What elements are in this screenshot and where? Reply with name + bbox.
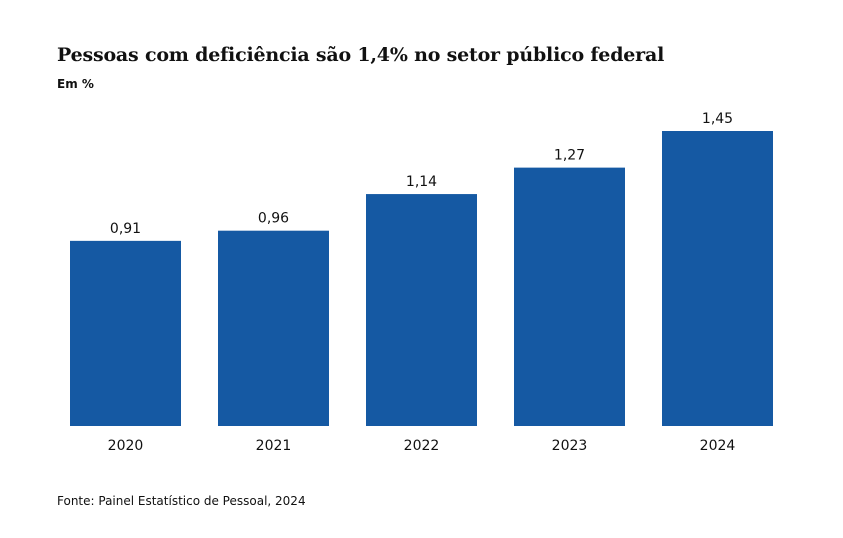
x-tick-label-2021: 2021 <box>256 438 292 454</box>
bar-value-label-2023: 1,27 <box>554 148 585 164</box>
bar-2023 <box>514 167 625 426</box>
bar-value-label-2024: 1,45 <box>702 111 733 127</box>
chart-subtitle: Em % <box>57 77 94 91</box>
bar-value-label-2020: 0,91 <box>110 221 141 237</box>
bar-2020 <box>70 240 181 426</box>
bar-value-label-2022: 1,14 <box>406 174 437 190</box>
x-tick-label-2023: 2023 <box>552 438 588 454</box>
value-labels-layer: 0,91 0,96 1,14 1,27 1,45 <box>110 111 733 237</box>
bar-2024 <box>662 131 773 426</box>
bar-value-label-2021: 0,96 <box>258 211 289 227</box>
x-tick-label-2022: 2022 <box>404 438 440 454</box>
bar-2022 <box>366 194 477 426</box>
x-tick-label-2024: 2024 <box>700 438 736 454</box>
bar-2021 <box>218 230 329 426</box>
chart-title: Pessoas com deficiência são 1,4% no seto… <box>57 44 665 66</box>
x-axis: 2020 2021 2022 2023 2024 <box>108 438 736 454</box>
source-note: Fonte: Painel Estatístico de Pessoal, 20… <box>57 494 306 508</box>
x-tick-label-2020: 2020 <box>108 438 144 454</box>
bars-layer <box>70 131 773 426</box>
